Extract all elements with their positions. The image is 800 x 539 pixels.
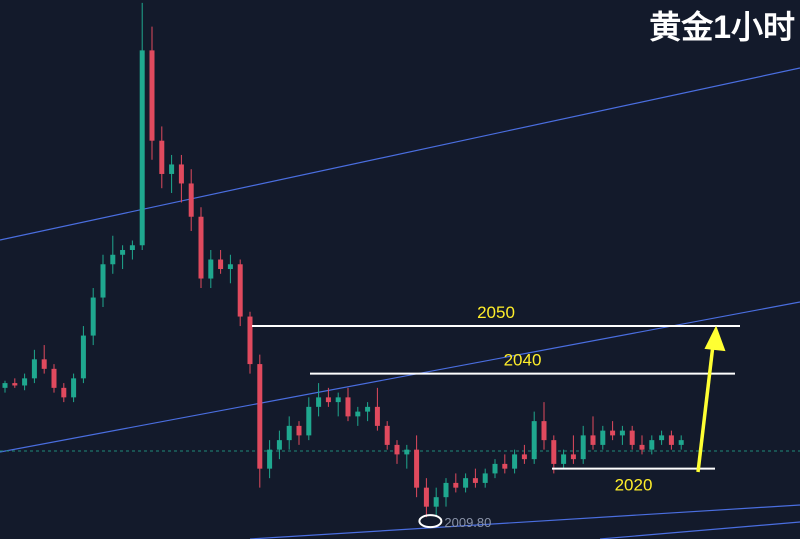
candle-body [463,478,469,488]
candle-body [639,444,645,450]
candle-body [335,397,341,403]
candle-body [678,440,684,445]
channel-line [599,521,800,539]
candle-body [159,140,165,174]
candle-body [129,245,135,251]
candle-body [306,406,312,436]
candle-body [443,482,449,498]
candle-body [267,449,273,469]
candle-body [71,378,77,398]
channel-line [0,67,800,241]
candle-body [208,259,214,279]
candle-body [325,397,331,403]
candle-body [2,383,8,388]
candle-body [188,183,194,217]
candle-body [521,454,527,460]
candle-body [218,259,224,270]
candle-body [286,425,292,441]
candle-body [433,497,439,507]
candle-body [355,411,361,417]
chart-title: 黄金1小时 [649,9,795,45]
candle-body [423,487,429,507]
candle-body [600,430,606,445]
level-label: 2040 [504,351,542,370]
candle-body [531,421,537,460]
candle-body [502,463,508,469]
candle-body [345,397,351,417]
candle-body [512,454,518,469]
candle-body [90,297,96,336]
candle-body [31,359,37,379]
candle-body [100,264,106,298]
arrow-shaft [696,344,715,473]
candle-body [374,406,380,426]
candle-body [384,425,390,445]
level-label: 2050 [477,303,515,322]
low-label: 2009.80 [444,515,491,530]
candle-body [590,435,596,445]
candle-body [629,430,635,445]
level-label: 2020 [615,476,653,495]
candle-body [247,316,253,365]
candle-body [482,473,488,483]
candle-body [237,264,243,317]
candle-body [394,444,400,455]
candle-body [110,254,116,265]
candle-body [472,478,478,483]
arrow-head [704,325,726,352]
low-marker [418,514,443,529]
candle-body [227,264,233,270]
candle-body [61,387,67,398]
candle-body [51,368,57,388]
candle-body [169,164,175,174]
candle-body [316,397,322,407]
candle-body [659,435,665,441]
candle-body [492,463,498,474]
channel-line [249,504,800,539]
candle-body [149,50,155,141]
candle-body [561,454,567,464]
candle-body [570,454,576,460]
candles [2,2,684,518]
candle-body [178,164,184,184]
candle-body [12,383,18,386]
candle-body [453,482,459,488]
candle-body [610,430,616,436]
candle-body [41,359,47,369]
candle-body [551,440,557,464]
candle-body [120,250,126,255]
candle-body [541,421,547,441]
candle-body [257,364,263,469]
candle-body [296,425,302,436]
candle-body [80,335,86,379]
candle-body [668,435,674,445]
candle-body [139,50,145,246]
candle-body [276,440,282,450]
candle-body [198,216,204,279]
candle-body [619,430,625,436]
candle-body [580,435,586,460]
candle-body [649,440,655,450]
candle-body [414,449,420,488]
candle-body [365,406,371,412]
candle-body [22,378,28,386]
annotations: 2050 2040 2020 2009.80 [252,303,740,530]
candle-body [404,449,410,455]
